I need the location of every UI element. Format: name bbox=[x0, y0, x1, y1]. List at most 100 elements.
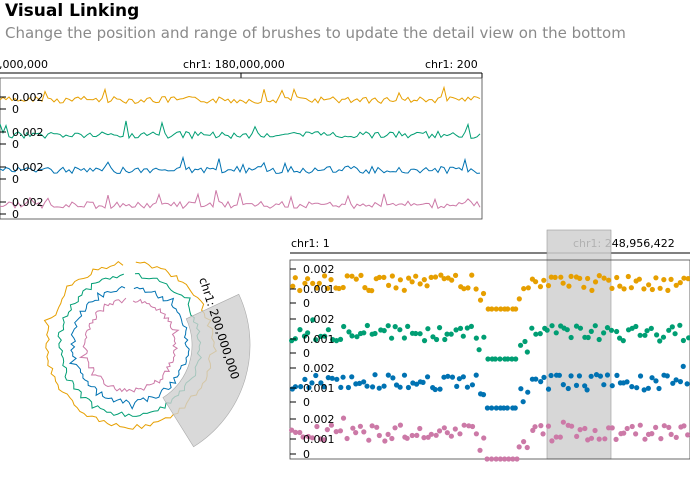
detail-track-1-point bbox=[548, 274, 554, 280]
circular-brush[interactable] bbox=[162, 293, 251, 448]
detail-track-3-point bbox=[456, 376, 462, 382]
detail-track-2-point bbox=[533, 331, 539, 337]
detail-track-4-point bbox=[553, 434, 559, 440]
detail-track-1-point bbox=[473, 286, 479, 292]
detail-track-4-point bbox=[532, 424, 538, 430]
detail-track-4-point bbox=[481, 435, 487, 441]
circular-view[interactable]: chr1: 200,000,000 bbox=[43, 260, 251, 448]
detail-track-1-point bbox=[362, 285, 368, 291]
detail-track-3-point bbox=[584, 387, 590, 393]
detail-track-3-point bbox=[329, 375, 335, 381]
detail-track-2-point bbox=[614, 328, 620, 335]
top-linear-view[interactable]: 0,000,000 chr1: 180,000,000 chr1: 200 0.… bbox=[0, 58, 483, 221]
top-track-4-yaxis: 0.002 0 bbox=[12, 196, 44, 221]
detail-track-4-point bbox=[457, 431, 463, 437]
detail-track-1-point bbox=[568, 273, 574, 279]
detail-track-4-point bbox=[577, 427, 583, 433]
detail-track-4-point bbox=[414, 432, 420, 438]
detail-track-2-point bbox=[601, 330, 607, 336]
detail-track-3-point bbox=[376, 385, 382, 391]
detail-track-1-point bbox=[628, 285, 634, 291]
detail-track-2-point bbox=[460, 333, 466, 339]
top-track-line-2 bbox=[0, 120, 481, 140]
detail-track-1-point bbox=[592, 279, 599, 285]
detail-track-4-point bbox=[681, 423, 687, 429]
detail-track-4-ytick-mid: 0.001 bbox=[303, 433, 335, 446]
detail-track-2-point bbox=[442, 336, 448, 343]
detail-track-1-point bbox=[465, 285, 471, 291]
detail-track-4-point bbox=[292, 429, 299, 435]
detail-track-2-point bbox=[509, 356, 515, 362]
detail-track-1-point bbox=[449, 277, 455, 283]
detail-track-3-point bbox=[670, 380, 676, 386]
detail-track-3-point bbox=[437, 386, 443, 392]
detail-track-3-point bbox=[420, 379, 426, 385]
detail-track-4-point bbox=[366, 437, 372, 443]
detail-track-2-point bbox=[492, 356, 498, 362]
detail-track-3-point bbox=[424, 374, 431, 380]
top-view-frame bbox=[0, 77, 483, 220]
detail-track-4-point bbox=[344, 435, 350, 442]
detail-track-2-point bbox=[401, 335, 408, 341]
detail-track-3-point bbox=[401, 372, 408, 378]
detail-track-3-point bbox=[464, 384, 471, 390]
detail-track-4-point bbox=[428, 431, 434, 437]
top-track-line-1 bbox=[0, 85, 481, 105]
detail-track-2-point bbox=[457, 325, 464, 331]
detail-track-3-point bbox=[381, 383, 387, 389]
detail-track-4-point bbox=[321, 437, 327, 443]
detail-track-4-point bbox=[592, 427, 598, 434]
detail-track-1-point bbox=[413, 273, 419, 279]
detail-track-3-point bbox=[649, 375, 655, 381]
circular-track-line-4 bbox=[78, 297, 180, 393]
detail-track-3-point bbox=[568, 373, 574, 379]
detail-track-3-point bbox=[560, 382, 566, 388]
detail-track-1-point bbox=[406, 275, 412, 281]
top-axis-label-mid: chr1: 180,000,000 bbox=[183, 58, 285, 71]
detail-track-3-point bbox=[501, 405, 507, 411]
detail-view[interactable]: chr1: 1 chr1: 248,956,422 0.002 0.001 0 … bbox=[289, 229, 690, 462]
detail-track-3-point bbox=[504, 405, 510, 411]
detail-track-3-point bbox=[518, 386, 524, 392]
detail-brush[interactable] bbox=[546, 229, 612, 460]
detail-track-1-point bbox=[302, 280, 308, 286]
detail-track-1-point bbox=[606, 277, 612, 283]
detail-track-2-point bbox=[568, 334, 574, 341]
detail-track-4-point bbox=[606, 425, 612, 431]
detail-track-1-point bbox=[310, 280, 316, 286]
detail-track-1-point bbox=[545, 283, 552, 289]
detail-track-2-point bbox=[669, 324, 675, 330]
detail-track-1-ytick-zero: 0 bbox=[303, 297, 310, 310]
detail-track-3-point bbox=[364, 383, 370, 389]
detail-track-3-point bbox=[356, 380, 363, 386]
detail-track-2-point bbox=[313, 337, 319, 343]
detail-track-3-point bbox=[637, 373, 644, 379]
detail-track-1-point bbox=[432, 274, 439, 280]
detail-track-3-point bbox=[673, 377, 679, 383]
detail-track-2-yaxis: 0.002 0.001 0 bbox=[303, 313, 335, 360]
detail-track-1-point bbox=[625, 273, 631, 280]
detail-track-2-point bbox=[553, 330, 559, 336]
detail-track-2-point bbox=[430, 334, 436, 340]
detail-track-4-ytick-max: 0.002 bbox=[303, 413, 335, 426]
detail-track-3-point bbox=[432, 386, 438, 393]
detail-track-3-point bbox=[473, 372, 479, 378]
detail-track-2-point bbox=[453, 327, 459, 333]
detail-track-2-point bbox=[333, 338, 340, 344]
detail-track-3-point bbox=[454, 383, 460, 389]
detail-track-4-point bbox=[314, 423, 320, 430]
detail-track-1-point bbox=[297, 287, 303, 294]
detail-track-2-point bbox=[588, 328, 594, 334]
detail-track-1-point bbox=[304, 276, 311, 282]
detail-track-3-point bbox=[588, 373, 594, 379]
detail-track-1-point bbox=[489, 306, 495, 312]
detail-track-1-point bbox=[649, 286, 655, 293]
detail-track-2-point bbox=[577, 325, 584, 331]
detail-track-1-point bbox=[516, 296, 522, 302]
detail-track-1-point bbox=[421, 277, 427, 283]
detail-track-4-point bbox=[436, 428, 443, 434]
detail-track-4-point bbox=[673, 434, 679, 440]
detail-track-2-point bbox=[544, 327, 550, 333]
detail-track-1-point bbox=[677, 280, 683, 286]
detail-track-1-point bbox=[469, 272, 475, 278]
